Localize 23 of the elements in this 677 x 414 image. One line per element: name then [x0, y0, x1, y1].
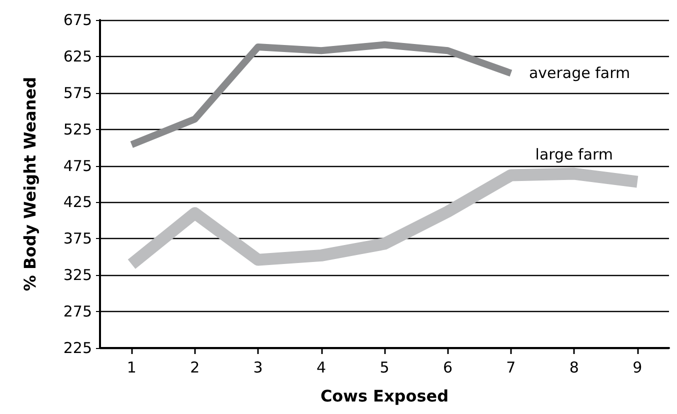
x-tick-label: 5	[380, 358, 390, 376]
y-tick-label: 525	[63, 120, 92, 138]
x-tick-label: 2	[190, 358, 200, 376]
y-tick-label: 375	[63, 230, 92, 248]
x-tick-label: 1	[126, 358, 136, 376]
y-tick-label: 225	[63, 339, 92, 357]
y-tick-label: 275	[63, 302, 92, 321]
series-label: large farm	[535, 145, 614, 164]
series-label: average farm	[528, 64, 630, 82]
x-tick-label: 3	[253, 358, 263, 376]
x-tick-label: 9	[632, 358, 642, 376]
y-tick-label: 425	[63, 193, 92, 212]
y-tick-label: 575	[63, 84, 92, 102]
y-tick-label: 625	[63, 47, 92, 66]
y-axis-title: % Body Weight Weaned	[20, 76, 40, 292]
x-tick-label: 4	[316, 358, 326, 376]
x-tick-label: 8	[569, 358, 579, 376]
x-tick-label: 7	[506, 358, 516, 376]
y-tick-label: 475	[63, 156, 92, 175]
x-axis-title: Cows Exposed	[320, 386, 449, 406]
y-tick-label: 325	[63, 266, 92, 284]
x-tick-label: 6	[442, 358, 452, 376]
y-tick-label: 675	[63, 11, 92, 29]
